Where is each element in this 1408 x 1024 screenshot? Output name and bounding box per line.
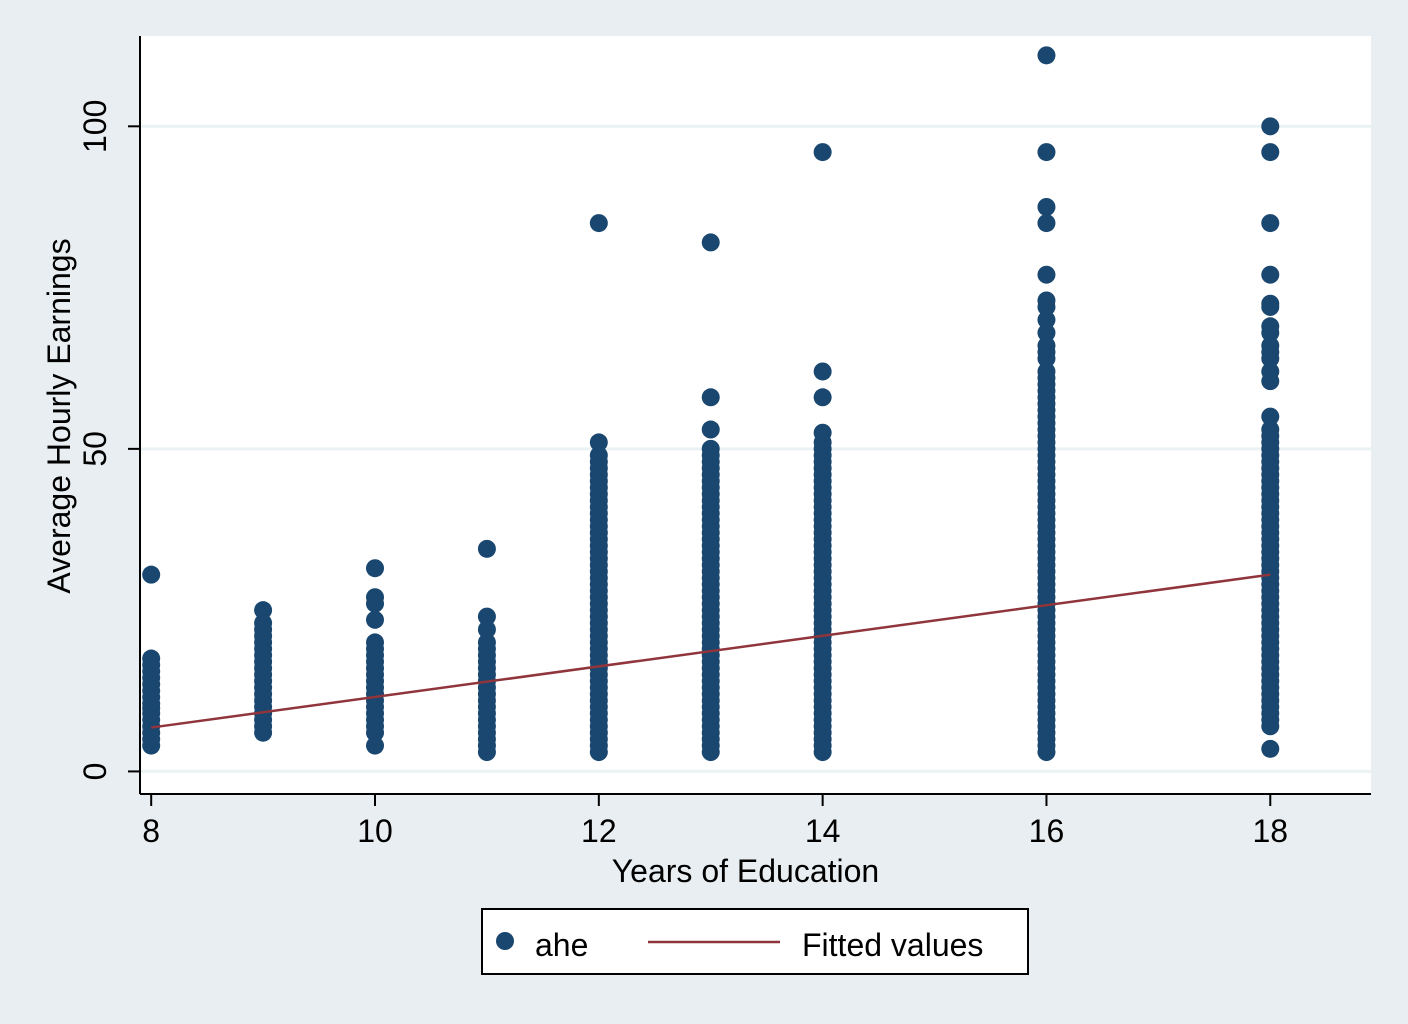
legend-label-fitted-values: Fitted values: [802, 927, 983, 963]
ahe-points: [142, 46, 1280, 762]
data-point: [701, 233, 720, 252]
legend-marker-ahe: [496, 932, 514, 950]
data-point: [366, 736, 385, 755]
x-tick-label: 8: [142, 813, 160, 849]
data-point: [477, 620, 496, 639]
data-point: [813, 388, 832, 407]
data-point: [1037, 349, 1056, 368]
x-tick-label: 12: [581, 813, 617, 849]
data-point: [1261, 214, 1280, 233]
legend: ahe Fitted values: [481, 908, 1029, 975]
data-point: [254, 601, 273, 620]
data-point: [477, 539, 496, 558]
y-tick-label: 50: [77, 431, 113, 467]
data-point: [1037, 214, 1056, 233]
data-point: [1037, 743, 1056, 762]
x-axis-title: Years of Education: [612, 853, 879, 889]
legend-label-ahe: ahe: [535, 927, 588, 963]
x-axis-ticks: 8 10 12 14 16 18: [142, 794, 1288, 849]
data-point: [1261, 297, 1280, 316]
data-point: [1037, 197, 1056, 216]
data-point: [1037, 265, 1056, 284]
data-point: [1261, 143, 1280, 162]
y-tick-label: 0: [77, 763, 113, 781]
data-point: [1261, 739, 1280, 758]
data-point: [1037, 297, 1056, 316]
data-point: [1037, 143, 1056, 162]
data-point: [366, 594, 385, 613]
plot-area: [140, 36, 1371, 794]
data-point: [589, 214, 608, 233]
data-point: [589, 433, 608, 452]
data-point: [142, 565, 161, 584]
data-point: [1261, 372, 1280, 391]
data-point: [1261, 349, 1280, 368]
y-axis-ticks: 0 50 100: [77, 100, 140, 781]
data-point: [701, 743, 720, 762]
data-point: [254, 723, 273, 742]
gridlines: [140, 124, 1371, 773]
data-point: [813, 743, 832, 762]
data-point: [813, 143, 832, 162]
data-point: [1261, 265, 1280, 284]
fitted-values-line: [151, 573, 1271, 729]
data-point: [1261, 117, 1280, 136]
data-point: [366, 723, 385, 742]
x-tick-label: 14: [805, 813, 841, 849]
data-point: [1261, 717, 1280, 736]
data-point: [701, 388, 720, 407]
y-axis-title: Average Hourly Earnings: [41, 238, 77, 593]
data-point: [701, 420, 720, 439]
x-tick-label: 10: [357, 813, 393, 849]
data-point: [142, 736, 161, 755]
data-point: [366, 610, 385, 629]
data-point: [1037, 310, 1056, 329]
x-tick-label: 16: [1029, 813, 1065, 849]
data-point: [366, 559, 385, 578]
data-point: [589, 743, 608, 762]
axes: [139, 36, 1371, 795]
fitted-line-layer: [151, 573, 1271, 729]
x-tick-label: 18: [1252, 813, 1288, 849]
data-point: [1037, 46, 1056, 65]
data-point: [1261, 323, 1280, 342]
data-point: [1261, 407, 1280, 426]
data-point: [477, 607, 496, 626]
data-point: [1037, 323, 1056, 342]
y-tick-label: 100: [77, 100, 113, 153]
data-point: [477, 743, 496, 762]
data-point: [813, 362, 832, 381]
